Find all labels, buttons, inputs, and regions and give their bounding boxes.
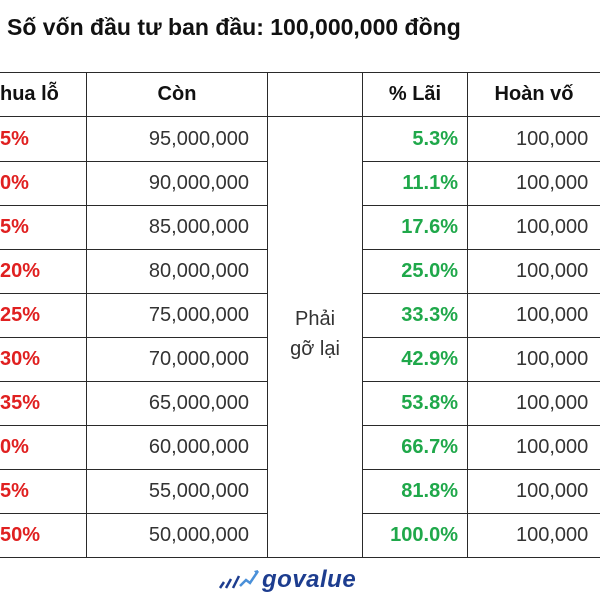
page-title: Số vốn đầu tư ban đầu: 100,000,000 đồng [7, 14, 461, 40]
remaining-cell: 65,000,000 [148, 392, 249, 414]
recover-cell: 100,000 [516, 436, 589, 458]
remaining-cell: 80,000,000 [148, 260, 249, 282]
row-divider [0, 381, 268, 382]
gain-cell: 66.7% [401, 436, 458, 458]
recover-cell: 100,000 [516, 392, 589, 414]
loss-cell: 50% [0, 524, 41, 546]
gain-cell: 5.3% [412, 128, 458, 150]
merged-note-line: Phải [294, 308, 336, 330]
row-divider [362, 293, 600, 294]
gain-cell: 100.0% [390, 524, 458, 546]
recover-cell: 100,000 [516, 260, 589, 282]
gain-cell: 11.1% [402, 172, 458, 194]
merged-note-line: gỡ lại [290, 338, 340, 360]
gain-cell: 81.8% [401, 480, 458, 502]
row-divider [362, 249, 600, 250]
gain-cell: 17.6% [401, 216, 458, 238]
row-divider [0, 337, 268, 338]
row-divider [0, 293, 268, 294]
row-divider [362, 161, 600, 162]
row-divider [362, 337, 600, 338]
column-divider [86, 72, 87, 558]
row-divider [0, 205, 268, 206]
row-divider [362, 425, 600, 426]
loss-cell: 30% [0, 348, 41, 370]
gain-cell: 53.8% [401, 392, 458, 414]
recover-cell: 100,000 [516, 128, 589, 150]
logo-text: govalue [262, 566, 357, 593]
merged-note-cell: Phải gỡ lại [268, 304, 362, 364]
govalue-logo: govalue [218, 566, 356, 594]
recover-cell: 100,000 [516, 216, 589, 238]
remaining-cell: 50,000,000 [148, 524, 249, 546]
header-recover: Hoàn vố [494, 83, 574, 105]
remaining-cell: 75,000,000 [148, 304, 249, 326]
loss-cell: 25% [0, 304, 41, 326]
loss-cell: 0% [0, 172, 29, 194]
recover-cell: 100,000 [516, 524, 589, 546]
row-divider [362, 205, 600, 206]
remaining-cell: 90,000,000 [148, 172, 249, 194]
remaining-cell: 95,000,000 [148, 128, 249, 150]
loss-cell: 35% [0, 392, 41, 414]
recover-cell: 100,000 [516, 480, 589, 502]
column-divider [467, 72, 468, 558]
loss-cell: 0% [0, 436, 29, 458]
govalue-logo-icon [218, 570, 260, 589]
loss-cell: 20% [0, 260, 41, 282]
recover-cell: 100,000 [516, 172, 589, 194]
row-divider [362, 469, 600, 470]
row-divider [0, 161, 268, 162]
table-border-bottom [0, 557, 600, 558]
row-divider [0, 425, 268, 426]
loss-cell: 5% [0, 128, 29, 150]
remaining-cell: 60,000,000 [148, 436, 249, 458]
header-divider [0, 116, 600, 117]
header-loss: hua lỗ [0, 83, 59, 105]
remaining-cell: 70,000,000 [148, 348, 249, 370]
row-divider [0, 249, 268, 250]
row-divider [0, 513, 268, 514]
remaining-cell: 85,000,000 [148, 216, 249, 238]
gain-cell: 42.9% [401, 348, 458, 370]
row-divider [362, 513, 600, 514]
column-divider [267, 72, 268, 558]
column-divider [362, 72, 363, 558]
data-table: hua lỗ Còn % Lãi Hoàn vố 5% 95,000,000 5.3… [0, 72, 600, 558]
recover-cell: 100,000 [516, 304, 589, 326]
recover-cell: 100,000 [516, 348, 589, 370]
loss-cell: 5% [0, 216, 29, 238]
loss-cell: 5% [0, 480, 29, 502]
row-divider [362, 381, 600, 382]
table-border-top [0, 72, 600, 73]
gain-cell: 25.0% [401, 260, 458, 282]
header-remaining: Còn [157, 83, 197, 105]
remaining-cell: 55,000,000 [148, 480, 249, 502]
gain-cell: 33.3% [401, 304, 458, 326]
header-gain: % Lãi [388, 83, 442, 105]
row-divider [0, 469, 268, 470]
